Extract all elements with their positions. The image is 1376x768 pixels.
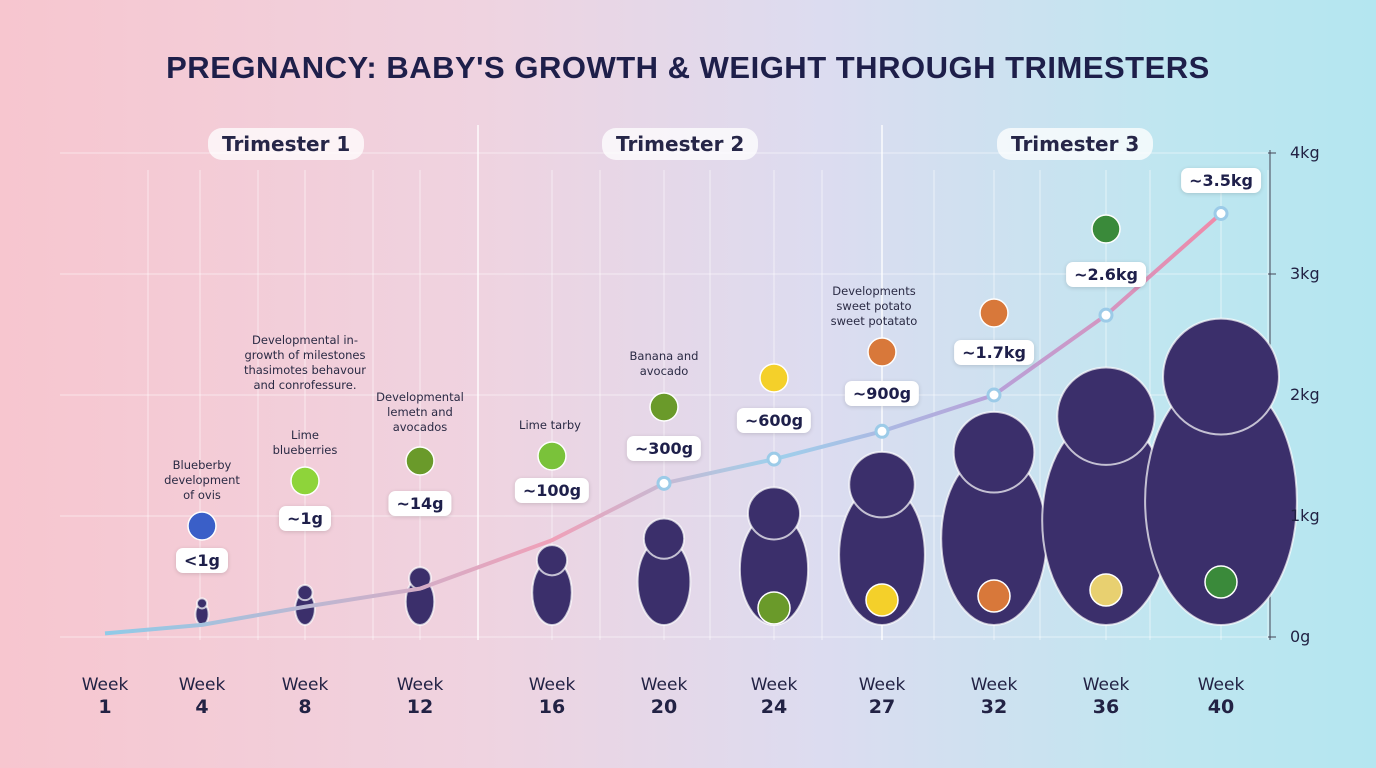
week-number: 24 — [760, 696, 788, 718]
trimester-3-label: Trimester 3 — [997, 128, 1154, 160]
x-tick-label: Week 32 — [971, 674, 1018, 719]
x-tick-label: Week 16 — [529, 674, 576, 719]
fruit-icon — [1089, 573, 1123, 607]
fruit-icon — [1091, 214, 1121, 244]
week-prefix: Week — [640, 675, 688, 695]
y-tick-label: 3kg — [1290, 264, 1320, 283]
data-label: ~100g — [514, 478, 590, 503]
annotation: Lime tarby — [519, 418, 581, 432]
week-prefix: Week — [396, 675, 444, 695]
fruit-icon — [979, 298, 1009, 328]
fetus-head — [642, 517, 686, 560]
week-number: 4 — [195, 696, 209, 718]
data-point — [766, 451, 782, 467]
x-tick-label: Week 1 — [82, 674, 129, 719]
fetus-head — [1162, 317, 1280, 436]
week-prefix: Week — [750, 675, 798, 695]
week-number: 20 — [650, 696, 678, 718]
fetus-head — [952, 410, 1036, 494]
week-number: 1 — [98, 696, 112, 718]
week-prefix: Week — [178, 675, 226, 695]
data-point — [1098, 307, 1114, 323]
x-tick-label: Week 12 — [397, 674, 444, 719]
data-label: ~1g — [279, 506, 331, 531]
week-prefix: Week — [528, 675, 576, 695]
fetus-head — [535, 544, 569, 577]
x-tick-label: Week 40 — [1198, 674, 1245, 719]
y-tick-label: 2kg — [1290, 385, 1320, 404]
x-tick-label: Week 8 — [282, 674, 329, 719]
data-label: ~14g — [388, 491, 452, 516]
data-label: <1g — [176, 548, 228, 573]
fruit-icon — [757, 591, 791, 625]
x-tick-label: Week 36 — [1083, 674, 1130, 719]
week-prefix: Week — [858, 675, 906, 695]
fruit-icon — [865, 583, 899, 617]
fetus-head — [1056, 366, 1156, 466]
fetus-head — [848, 450, 916, 519]
week-number: 12 — [406, 696, 434, 718]
data-point — [986, 387, 1002, 403]
y-tick-label: 4kg — [1290, 143, 1320, 162]
fruit-icon — [290, 466, 320, 496]
fruit-icon — [1204, 565, 1238, 599]
x-tick-label: Week 20 — [641, 674, 688, 719]
annotation: Developments sweet potato sweet potatato — [830, 284, 918, 328]
week-prefix: Week — [970, 675, 1018, 695]
x-tick-label: Week 24 — [751, 674, 798, 719]
week-number: 32 — [980, 696, 1008, 718]
week-number: 16 — [538, 696, 566, 718]
fruit-icon — [537, 441, 567, 471]
x-tick-label: Week 4 — [179, 674, 226, 719]
week-prefix: Week — [1082, 675, 1130, 695]
fruit-icon — [649, 392, 679, 422]
data-point — [1213, 206, 1229, 221]
chart-title: PREGNANCY: BABY'S GROWTH & WEIGHT THROUG… — [166, 50, 1210, 85]
annotation: Lime blueberries — [272, 428, 338, 457]
data-label: ~2.6kg — [1066, 262, 1146, 287]
week-number: 27 — [868, 696, 896, 718]
week-number: 8 — [298, 696, 312, 718]
fruit-icon — [867, 337, 897, 367]
data-point — [656, 475, 672, 491]
fruit-icon — [977, 579, 1011, 613]
fruit-icon — [405, 446, 435, 476]
week-number: 36 — [1092, 696, 1120, 718]
annotation: Banana and avocado — [629, 349, 699, 378]
fetus-head — [296, 584, 314, 602]
x-tick-label: Week 27 — [859, 674, 906, 719]
data-label: ~900g — [844, 381, 920, 406]
week-prefix: Week — [281, 675, 329, 695]
annotation: Blueberby development of ovis — [164, 458, 240, 502]
fruit-icon — [187, 511, 217, 541]
data-point — [874, 423, 890, 439]
y-tick-label: 0g — [1290, 627, 1311, 646]
annotation: Developmental in- growth of milestones t… — [243, 333, 367, 392]
y-tick-label: 1kg — [1290, 506, 1320, 525]
fetus-head — [746, 486, 802, 541]
data-label: ~300g — [626, 436, 702, 461]
fetus-head — [195, 597, 209, 610]
week-prefix: Week — [1197, 675, 1245, 695]
week-prefix: Week — [81, 675, 129, 695]
week-number: 40 — [1207, 696, 1235, 718]
trimester-2-label: Trimester 2 — [602, 128, 759, 160]
data-label: ~600g — [736, 408, 812, 433]
annotation: Developmental lemetn and avocados — [376, 390, 464, 434]
trimester-1-label: Trimester 1 — [208, 128, 365, 160]
fruit-icon — [759, 363, 789, 393]
data-label: ~3.5kg — [1181, 168, 1261, 193]
data-label: ~1.7kg — [954, 340, 1034, 365]
